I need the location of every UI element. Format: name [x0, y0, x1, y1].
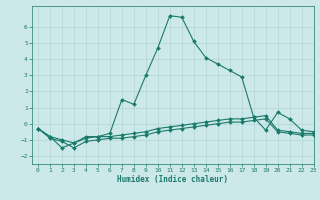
X-axis label: Humidex (Indice chaleur): Humidex (Indice chaleur) — [117, 175, 228, 184]
